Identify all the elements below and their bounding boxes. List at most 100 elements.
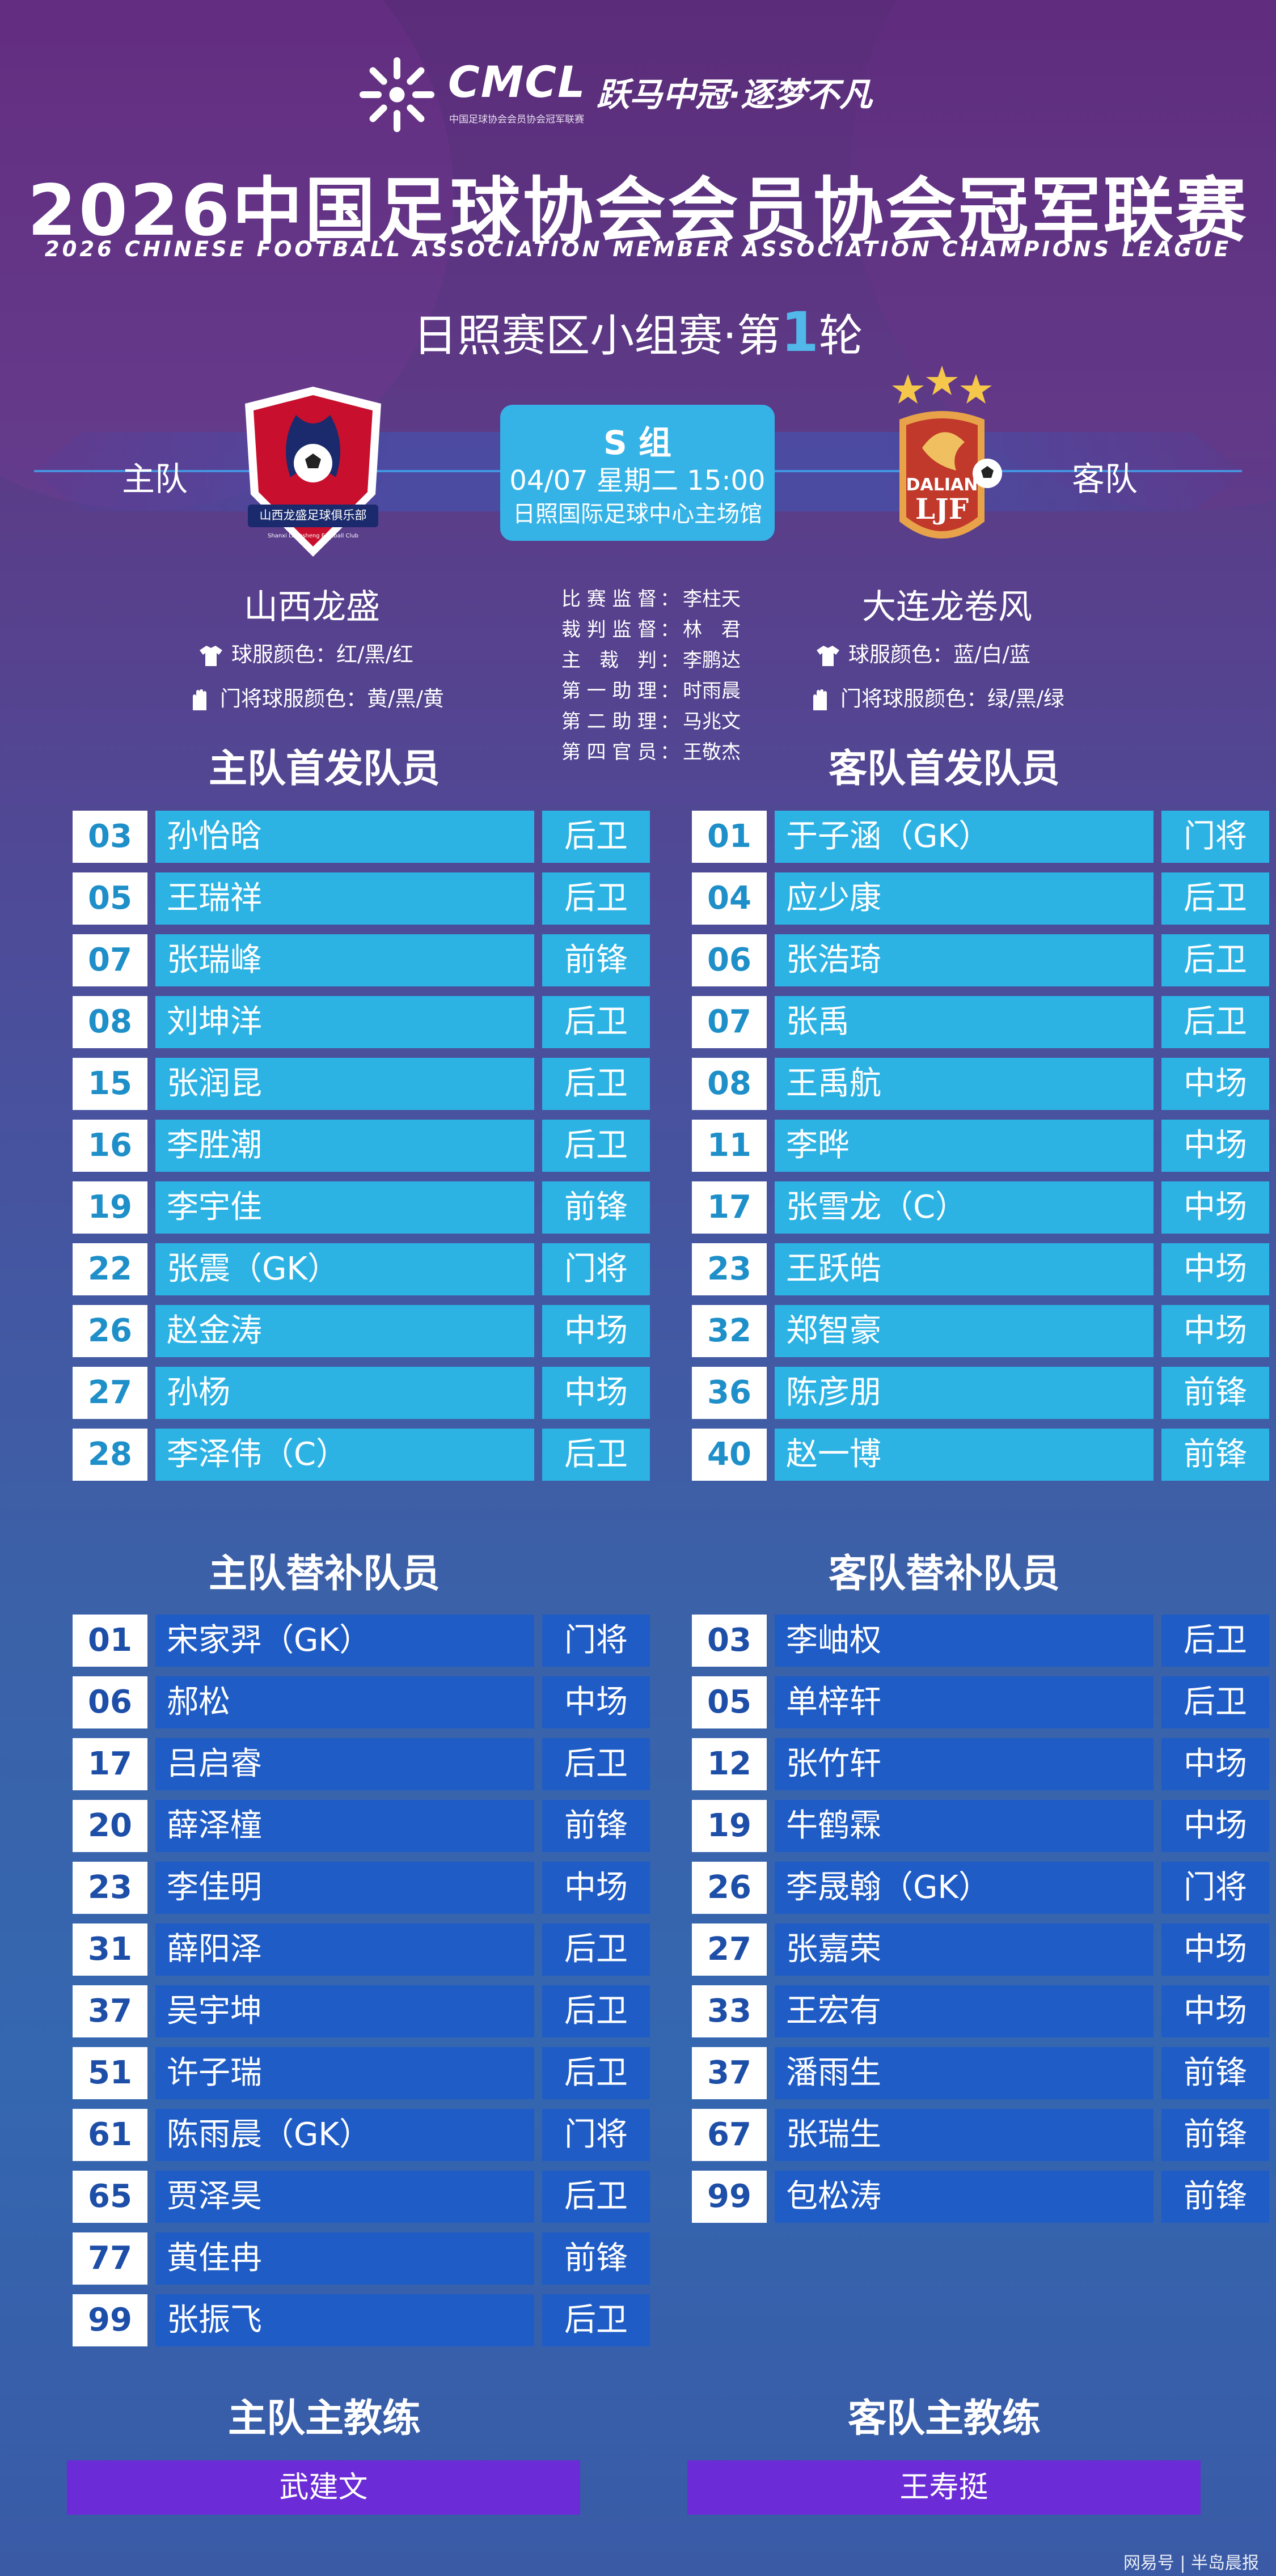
player-name: 刘坤洋 (155, 996, 534, 1048)
player-name: 张竹轩 (775, 1738, 1154, 1790)
player-row: 99 包松涛 前锋 (692, 2171, 1269, 2223)
star-icon (960, 374, 992, 404)
player-number: 19 (692, 1800, 767, 1852)
round-heading: 日照赛区小组赛·第1轮 (0, 300, 1276, 364)
official-name: 时雨晨 (683, 680, 741, 702)
player-position: 门将 (542, 1615, 650, 1667)
player-row: 65 贾泽昊 后卫 (73, 2171, 650, 2223)
player-number: 36 (692, 1367, 767, 1419)
player-position: 后卫 (1161, 934, 1269, 986)
player-name: 张振飞 (155, 2294, 534, 2346)
home-crest-subtext: Shanxi Longsheng Football Club (268, 533, 358, 539)
player-number: 28 (73, 1429, 147, 1481)
player-position: 中场 (1161, 1800, 1269, 1852)
player-name: 陈雨晨（GK） (155, 2109, 534, 2161)
player-row: 07 张禹 后卫 (692, 996, 1269, 1048)
player-number: 11 (692, 1120, 767, 1172)
round-number: 1 (780, 300, 819, 364)
player-number: 31 (73, 1923, 147, 1976)
player-row: 22 张震（GK） 门将 (73, 1243, 650, 1295)
home-crest-text: 山西龙盛足球俱乐部 (260, 509, 367, 522)
player-number: 99 (692, 2171, 767, 2223)
match-info-box (500, 405, 775, 541)
player-position: 后卫 (542, 2047, 650, 2099)
player-position: 中场 (1161, 1243, 1269, 1295)
player-position: 后卫 (542, 1738, 650, 1790)
home-team-name: 山西龙盛 (244, 587, 380, 627)
player-number: 07 (692, 996, 767, 1048)
official-name: 李鹏达 (683, 649, 741, 672)
player-position: 后卫 (542, 996, 650, 1048)
official-colon: ： (660, 588, 679, 611)
player-row: 12 张竹轩 中场 (692, 1738, 1269, 1790)
player-name: 李泽伟（C） (155, 1429, 534, 1481)
player-row: 03 孙怡晗 后卫 (73, 811, 650, 863)
home-coach-name: 武建文 (67, 2460, 580, 2515)
player-position: 后卫 (1161, 1676, 1269, 1728)
player-name: 薛泽橦 (155, 1800, 534, 1852)
official-name: 林 君 (683, 618, 741, 641)
player-number: 03 (73, 811, 147, 863)
player-name: 李胜潮 (155, 1120, 534, 1172)
player-position: 前锋 (542, 2232, 650, 2285)
player-row: 17 张雪龙（C） 中场 (692, 1181, 1269, 1234)
star-icon (926, 366, 958, 395)
player-name: 张润昆 (155, 1058, 534, 1110)
match-group: S 组 (603, 423, 671, 462)
player-number: 23 (692, 1243, 767, 1295)
player-position: 前锋 (542, 1181, 650, 1234)
player-name: 李佳明 (155, 1862, 534, 1914)
player-row: 23 王跃皓 中场 (692, 1243, 1269, 1295)
away-crest-bottom: LJF (915, 492, 969, 526)
player-row: 06 张浩琦 后卫 (692, 934, 1269, 986)
player-row: 05 单梓轩 后卫 (692, 1676, 1269, 1728)
player-name: 单梓轩 (775, 1676, 1154, 1728)
player-number: 04 (692, 872, 767, 925)
player-row: 17 吕启睿 后卫 (73, 1738, 650, 1790)
home-kit-colors: 球服颜色：红/黑/红 (198, 637, 413, 668)
player-position: 门将 (1161, 811, 1269, 863)
player-position: 门将 (1161, 1862, 1269, 1914)
official-role: 比赛监督 (561, 588, 657, 611)
officials-list: 比赛监督：李柱天 裁判监督：林 君主裁判：李鹏达 第一助理：时雨晨 第二助理：马兆文第… (561, 584, 743, 768)
away-crest-top: DALIAN (906, 475, 978, 495)
player-position: 后卫 (542, 811, 650, 863)
player-position: 中场 (1161, 1120, 1269, 1172)
official-row: 第四官员：王敬杰 (561, 737, 743, 768)
home-label: 主队 (122, 460, 188, 498)
player-name: 郑智豪 (775, 1305, 1154, 1357)
player-position: 中场 (1161, 1923, 1269, 1976)
home-coach-title: 主队主教练 (227, 2396, 421, 2441)
official-row: 裁判监督：林 君 (561, 615, 743, 645)
away-subs-list: 03 李岫权 后卫 05 单梓轩 后卫 12 张竹轩 中场 19 牛鹤霖 中场 26 李晟翰（GK） 门将 2… (692, 1615, 1269, 2232)
player-position: 前锋 (1161, 2109, 1269, 2161)
player-position: 后卫 (542, 2294, 650, 2346)
home-gk-kit-text: 门将球服颜色：黄/黑/黄 (220, 687, 444, 711)
player-name: 潘雨生 (775, 2047, 1154, 2099)
player-position: 中场 (542, 1305, 650, 1357)
player-name: 赵金涛 (155, 1305, 534, 1357)
player-name: 张震（GK） (155, 1243, 534, 1295)
player-name: 张雪龙（C） (775, 1181, 1154, 1234)
player-name: 许子瑞 (155, 2047, 534, 2099)
player-row: 27 张嘉荣 中场 (692, 1923, 1269, 1976)
official-role: 第一助理 (561, 680, 657, 702)
player-name: 赵一博 (775, 1429, 1154, 1481)
player-position: 中场 (542, 1367, 650, 1419)
home-crest-icon: 山西龙盛足球俱乐部 Shanxi Longsheng Football Club (245, 387, 381, 557)
shirt-icon (817, 645, 839, 666)
player-number: 08 (73, 996, 147, 1048)
player-name: 吴宇坤 (155, 1985, 534, 2037)
player-name: 张瑞生 (775, 2109, 1154, 2161)
player-name: 王宏有 (775, 1985, 1154, 2037)
player-name: 孙杨 (155, 1367, 534, 1419)
player-name: 王跃皓 (775, 1243, 1154, 1295)
player-number: 67 (692, 2109, 767, 2161)
player-number: 06 (73, 1676, 147, 1728)
player-row: 51 许子瑞 后卫 (73, 2047, 650, 2099)
player-number: 61 (73, 2109, 147, 2161)
brand-sub-text: 中国足球协会会员协会冠军联赛 (449, 114, 584, 125)
home-gk-kit-colors: 门将球服颜色：黄/黑/黄 (187, 681, 444, 712)
glove-icon (813, 689, 827, 710)
official-name: 王敬杰 (683, 741, 741, 764)
